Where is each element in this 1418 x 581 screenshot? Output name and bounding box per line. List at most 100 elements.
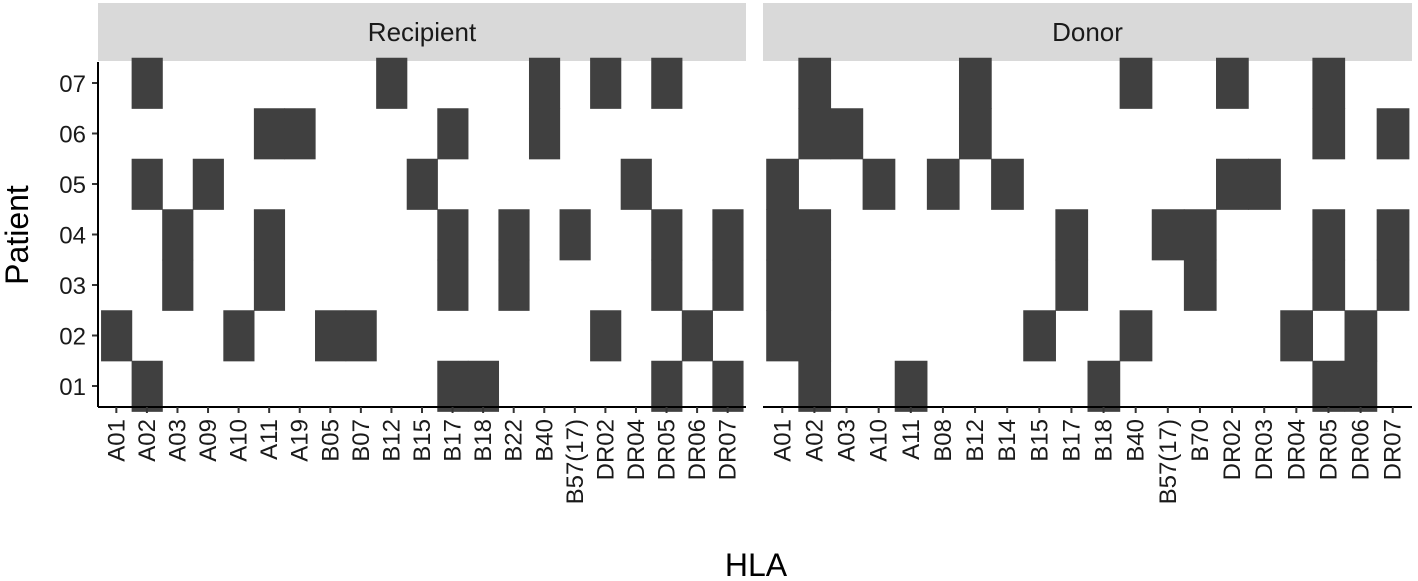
donor-tile-DR05-03 <box>1312 259 1346 311</box>
recipient-tile-DR06-02 <box>681 310 713 362</box>
recipient-x-tick-label-A03: A03 <box>164 419 191 462</box>
recipient-tile-DR05-04 <box>651 209 683 261</box>
recipient-tile-B57(17)-04 <box>559 209 591 261</box>
recipient-x-tick-label-B40: B40 <box>531 419 558 462</box>
recipient-tile-A11-04 <box>253 209 286 261</box>
donor-x-tick-label-DR05: DR05 <box>1315 419 1342 480</box>
donor-x-tick-label-DR06: DR06 <box>1348 419 1375 480</box>
recipient-x-tick-label-B07: B07 <box>348 419 375 462</box>
recipient-tile-B40-06 <box>528 108 561 160</box>
recipient-x-tick-label-A11: A11 <box>256 419 283 460</box>
recipient-x-tick-label-A02: A02 <box>134 419 161 462</box>
recipient-x-tick-label-B57(17): B57(17) <box>562 419 589 504</box>
recipient-tile-B17-06 <box>437 108 469 160</box>
donor-tile-DR02-05 <box>1216 158 1249 210</box>
donor-x-tick-label-A02: A02 <box>801 419 828 462</box>
recipient-tile-A19-06 <box>284 108 316 160</box>
donor-tile-DR04-02 <box>1280 310 1314 362</box>
donor-tile-DR06-02 <box>1344 310 1378 362</box>
donor-tile-DR07-06 <box>1376 108 1410 160</box>
donor-x-tick-label-B17: B17 <box>1058 419 1085 462</box>
donor-tile-DR05-07 <box>1312 57 1346 109</box>
donor-tile-B15-02 <box>1023 310 1056 362</box>
y-tick-label-04: 04 <box>59 223 86 250</box>
recipient-x-tick-label-B05: B05 <box>317 419 344 462</box>
recipient-tile-DR02-02 <box>590 310 622 362</box>
donor-tile-DR06-01 <box>1344 360 1378 412</box>
recipient-tile-B17-03 <box>437 259 469 311</box>
donor-x-tick-label-DR07: DR07 <box>1380 419 1407 480</box>
donor-tile-A01-04 <box>766 209 799 261</box>
donor-x-tick-label-DR02: DR02 <box>1219 419 1246 480</box>
recipient-panel-strip <box>98 3 746 61</box>
recipient-x-tick-label-B22: B22 <box>501 419 528 462</box>
recipient-tile-B12-07 <box>376 57 408 109</box>
y-tick-label-07: 07 <box>59 71 86 98</box>
recipient-tile-B15-05 <box>406 158 438 210</box>
donor-x-tick-label-B57(17): B57(17) <box>1155 419 1182 504</box>
recipient-tile-B07-02 <box>345 310 377 362</box>
recipient-x-tick-label-DR02: DR02 <box>592 419 619 480</box>
y-axis-title: Patient <box>0 185 35 285</box>
recipient-tile-DR07-01 <box>712 360 744 412</box>
recipient-tile-A09-05 <box>192 158 224 210</box>
donor-tile-A01-05 <box>766 158 799 210</box>
recipient-x-tick-label-DR04: DR04 <box>623 419 650 480</box>
recipient-tile-B17-01 <box>437 360 469 412</box>
donor-tile-B12-07 <box>958 57 992 109</box>
donor-tile-DR05-01 <box>1312 360 1346 412</box>
recipient-x-tick-label-B12: B12 <box>378 419 405 462</box>
recipient-tile-DR05-07 <box>651 57 683 109</box>
donor-tile-A02-03 <box>798 259 832 311</box>
donor-x-tick-label-A11: A11 <box>898 419 925 460</box>
recipient-tile-DR05-01 <box>651 360 683 412</box>
recipient-x-tick-label-DR07: DR07 <box>715 419 742 480</box>
donor-tile-DR05-04 <box>1312 209 1346 261</box>
y-tick-label-02: 02 <box>59 324 86 351</box>
recipient-x-tick-label-A09: A09 <box>195 419 222 462</box>
recipient-tile-B22-03 <box>498 259 530 311</box>
donor-x-tick-label-B70: B70 <box>1187 419 1214 462</box>
donor-x-tick-label-B18: B18 <box>1091 419 1118 462</box>
recipient-tile-A03-04 <box>162 209 194 261</box>
donor-x-tick-label-DR04: DR04 <box>1283 419 1310 480</box>
donor-tile-B12-06 <box>958 108 992 160</box>
recipient-tile-B17-04 <box>437 209 469 261</box>
donor-tile-A02-07 <box>798 57 832 109</box>
donor-x-tick-label-A01: A01 <box>769 419 796 462</box>
x-axis-title: HLA <box>725 547 788 581</box>
donor-tile-DR07-04 <box>1376 209 1410 261</box>
recipient-tile-A10-02 <box>223 310 255 362</box>
donor-x-tick-label-DR03: DR03 <box>1251 419 1278 480</box>
recipient-tile-DR07-03 <box>712 259 744 311</box>
donor-tile-DR05-06 <box>1312 108 1346 160</box>
donor-tile-A02-04 <box>798 209 832 261</box>
donor-tile-B70-03 <box>1183 259 1217 311</box>
recipient-tile-B22-04 <box>498 209 530 261</box>
donor-x-tick-label-B12: B12 <box>962 419 989 462</box>
donor-x-tick-label-B14: B14 <box>994 419 1021 462</box>
donor-x-tick-label-B15: B15 <box>1026 419 1053 462</box>
donor-tile-A01-03 <box>766 259 799 311</box>
recipient-tile-DR05-03 <box>651 259 683 311</box>
recipient-tile-A02-05 <box>131 158 163 210</box>
recipient-x-tick-label-B15: B15 <box>409 419 436 462</box>
donor-tile-B17-04 <box>1055 209 1089 261</box>
y-tick-label-01: 01 <box>59 374 86 401</box>
recipient-x-tick-label-DR05: DR05 <box>654 419 681 480</box>
donor-tile-B18-01 <box>1087 360 1121 412</box>
donor-tile-A01-02 <box>766 310 799 362</box>
donor-tile-B40-07 <box>1119 57 1153 109</box>
recipient-tile-B18-01 <box>467 360 500 412</box>
donor-tile-B40-02 <box>1119 310 1153 362</box>
recipient-tile-A03-03 <box>162 259 194 311</box>
recipient-x-tick-label-DR06: DR06 <box>684 419 711 480</box>
recipient-x-tick-label-A19: A19 <box>287 419 314 462</box>
recipient-x-tick-label-A10: A10 <box>226 419 253 462</box>
donor-tile-A11-01 <box>894 360 928 412</box>
recipient-tile-DR07-04 <box>712 209 744 261</box>
donor-tile-B14-05 <box>991 158 1024 210</box>
donor-x-tick-label-B08: B08 <box>930 419 957 462</box>
recipient-x-tick-label-B17: B17 <box>440 419 467 462</box>
recipient-x-tick-label-B18: B18 <box>470 419 497 462</box>
